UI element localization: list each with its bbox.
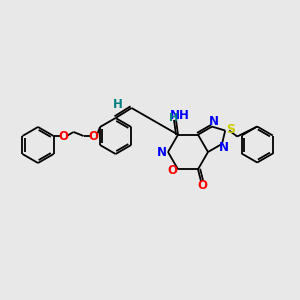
Text: N: N bbox=[157, 146, 167, 158]
Text: N: N bbox=[219, 141, 229, 154]
Text: O: O bbox=[197, 179, 207, 192]
Text: NH: NH bbox=[170, 109, 190, 122]
Text: O: O bbox=[58, 130, 69, 142]
Text: O: O bbox=[167, 164, 177, 177]
Text: N: N bbox=[209, 115, 219, 128]
Text: O: O bbox=[88, 130, 99, 142]
Text: S: S bbox=[226, 123, 235, 136]
Text: H: H bbox=[169, 113, 178, 123]
Text: H: H bbox=[113, 98, 122, 110]
